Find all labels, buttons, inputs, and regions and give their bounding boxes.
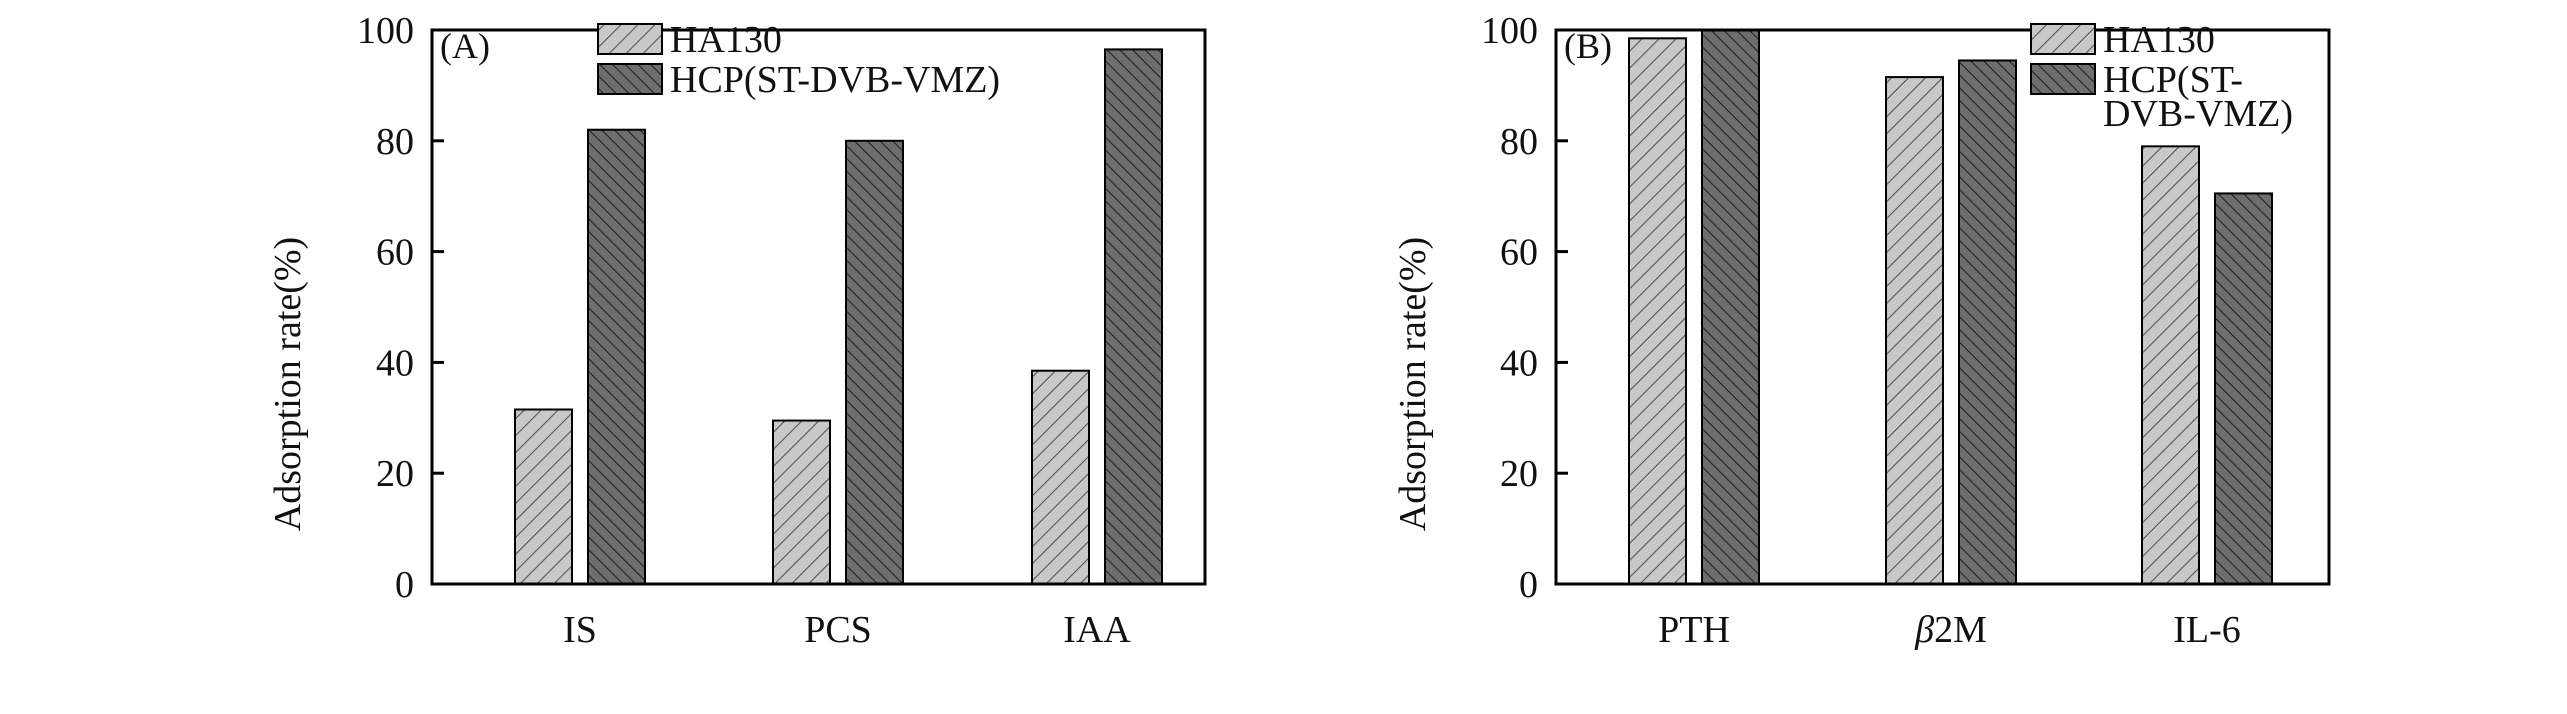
bars xyxy=(514,48,1163,586)
legend-swatch-ha130 xyxy=(597,23,663,55)
bar-hcp-2 xyxy=(1104,48,1163,585)
x-tick-label: PTH xyxy=(1658,609,1730,651)
chart-panel-b: Adsorption rate(%) 0 20 40 60 80 100 PTH β2M IL… xyxy=(1392,10,2331,651)
legend-label-hcp: HCP(ST-DVB-VMZ) xyxy=(670,59,1000,101)
y-tick-label: 60 xyxy=(1500,232,1538,274)
y-tick-label: 80 xyxy=(376,121,414,163)
x-tick-label: β2M xyxy=(1914,609,1987,651)
y-tick-label: 60 xyxy=(376,232,414,274)
x-axis-ticks: PTH β2M IL-6 xyxy=(1658,609,2241,651)
y-tick-label: 100 xyxy=(1481,10,1538,52)
y-tick-label: 20 xyxy=(376,453,414,495)
y-axis-ticks: 0 20 40 60 80 100 xyxy=(357,10,444,606)
bar-ha130-0 xyxy=(1628,37,1687,586)
y-axis-label: Adsorption rate(%) xyxy=(1392,237,1434,531)
legend-swatch-ha130 xyxy=(2030,23,2096,55)
x-tick-label: IL-6 xyxy=(2173,609,2241,651)
panel-label: (A) xyxy=(440,26,490,66)
panel-label: (B) xyxy=(1564,26,1612,66)
chart-panel-a: Adsorption rate(%) 0 20 40 60 80 100 IS PCS IAA… xyxy=(267,10,1207,651)
legend-swatch-hcp xyxy=(2030,63,2096,95)
y-tick-label: 40 xyxy=(1500,342,1538,384)
bar-ha130-1 xyxy=(1885,76,1944,585)
y-tick-label: 100 xyxy=(357,10,414,52)
legend-label-ha130: HA130 xyxy=(2103,19,2215,61)
y-tick-label: 0 xyxy=(1519,564,1538,606)
bar-hcp-1 xyxy=(1958,59,2017,586)
bar-ha130-0 xyxy=(514,408,573,585)
bar-hcp-0 xyxy=(587,128,646,585)
plot-frame xyxy=(1554,28,2331,586)
y-axis-label: Adsorption rate(%) xyxy=(267,237,309,531)
bar-ha130-2 xyxy=(2141,145,2200,585)
y-axis-ticks: 0 20 40 60 80 100 xyxy=(1481,10,1568,606)
y-tick-label: 80 xyxy=(1500,121,1538,163)
legend-label-ha130: HA130 xyxy=(670,19,782,61)
plot-frame xyxy=(430,28,1207,586)
y-tick-label: 20 xyxy=(1500,453,1538,495)
x-tick-label: IS xyxy=(563,609,597,651)
bar-hcp-0 xyxy=(1701,29,1760,585)
x-tick-label: PCS xyxy=(804,609,872,651)
bar-hcp-1 xyxy=(845,139,904,586)
bars xyxy=(1628,29,2273,586)
y-tick-label: 0 xyxy=(395,564,414,606)
x-axis-ticks: IS PCS IAA xyxy=(563,609,1131,651)
bar-ha130-1 xyxy=(772,419,831,585)
legend-label-hcp: HCP(ST-DVB-VMZ) xyxy=(2103,59,2293,135)
legend-swatch-hcp xyxy=(597,63,663,95)
bar-hcp-2 xyxy=(2214,192,2273,585)
bar-ha130-2 xyxy=(1031,369,1090,585)
y-tick-label: 40 xyxy=(376,342,414,384)
x-tick-label: IAA xyxy=(1063,609,1131,651)
